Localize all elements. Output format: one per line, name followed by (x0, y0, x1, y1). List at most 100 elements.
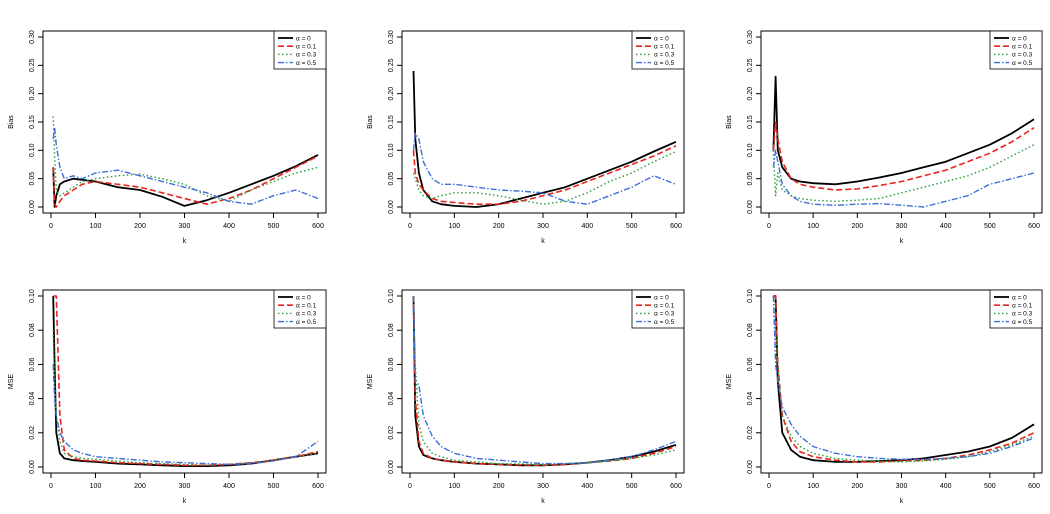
x-tick-label: 600 (1028, 223, 1040, 230)
y-tick-label: 0.25 (388, 58, 395, 72)
legend-entry: α = 0.1 (296, 44, 317, 51)
x-tick-label: 500 (984, 483, 996, 490)
y-tick-label: 0.15 (29, 115, 36, 129)
y-tick-label: 0.15 (747, 115, 754, 129)
x-tick-label: 100 (807, 483, 819, 490)
legend-entry: α = 0.1 (1012, 44, 1033, 51)
y-axis-label: Bias (8, 115, 15, 129)
y-tick-label: 0.20 (29, 87, 36, 101)
x-tick-label: 0 (767, 223, 771, 230)
series-line-3 (52, 330, 319, 466)
x-tick-label: 600 (312, 223, 324, 230)
legend-entry: α = 0.5 (1012, 60, 1033, 67)
series-line-2 (412, 145, 677, 205)
legend: α = 0 α = 0.1α = 0.3α = 0.5 (989, 30, 1043, 70)
x-tick-label: 0 (767, 483, 771, 490)
x-tick-label: 600 (670, 223, 682, 230)
x-tick-label: 200 (493, 483, 505, 490)
series-line-4 (52, 364, 319, 466)
x-tick-label: 300 (179, 483, 191, 490)
y-tick-label: 0.05 (29, 172, 36, 186)
y-tick-label: 0.10 (388, 289, 395, 303)
y-tick-label: 0.20 (747, 87, 754, 101)
y-axis-label: Bias (726, 115, 733, 129)
x-tick-label: 500 (626, 483, 638, 490)
x-axis-label: k (541, 498, 545, 505)
x-tick-label: 100 (807, 223, 819, 230)
x-tick-label: 300 (537, 223, 549, 230)
x-tick-label: 300 (537, 483, 549, 490)
x-axis-label: k (183, 238, 187, 245)
x-tick-label: 300 (896, 483, 908, 490)
y-tick-label: 0.00 (388, 200, 395, 214)
x-tick-label: 400 (581, 483, 593, 490)
series-line-2 (53, 295, 319, 467)
y-tick-label: 0.05 (747, 172, 754, 186)
legend-entry: α = 0.5 (296, 60, 317, 67)
y-tick-label: 0.00 (747, 200, 754, 214)
y-tick-label: 0.05 (388, 172, 395, 186)
panel-2: 0 100 200 300 400 500 600 k 0.00 0.05 0.10 0.15 0.20… (367, 30, 685, 245)
y-tick-label: 0.20 (388, 87, 395, 101)
panel-5: 0 100 200 300 400 500 600 k 0.00 0.02 0.04 0.06 0.08… (367, 289, 685, 505)
series-line-3 (52, 116, 319, 203)
x-tick-label: 200 (851, 483, 863, 490)
x-axis-label: k (900, 238, 904, 245)
y-tick-label: 0.15 (388, 115, 395, 129)
series-line-2 (772, 121, 1035, 191)
legend: α = 0 α = 0.1α = 0.3α = 0.5 (989, 289, 1043, 329)
legend-entry: α = 0.3 (654, 52, 675, 59)
x-tick-label: 400 (581, 223, 593, 230)
legend-entry: α = 0.1 (296, 303, 317, 310)
y-tick-label: 0.10 (747, 143, 754, 157)
x-tick-label: 500 (626, 223, 638, 230)
series-line-1 (412, 70, 677, 208)
series-line-2 (412, 295, 677, 467)
legend-entry: α = 0.3 (296, 52, 317, 59)
y-tick-label: 0.06 (388, 357, 395, 371)
y-tick-label: 0.00 (29, 200, 36, 214)
x-tick-label: 500 (268, 483, 280, 490)
series-line-3 (772, 144, 1035, 203)
series-line-2 (52, 155, 319, 208)
legend-entry: α = 0.3 (654, 311, 675, 318)
y-tick-label: 0.10 (29, 143, 36, 157)
x-tick-label: 0 (408, 223, 412, 230)
x-tick-label: 400 (223, 483, 235, 490)
x-tick-label: 600 (1028, 483, 1040, 490)
y-tick-label: 0.02 (388, 426, 395, 440)
x-tick-label: 200 (134, 223, 146, 230)
panel-6: 0 100 200 300 400 500 600 k 0.00 0.02 0.04 0.06 0.08… (726, 289, 1043, 505)
panel-1: 0 100 200 300 400 500 600 k 0.00 0.05 0.10 0.15 0.20… (8, 30, 327, 245)
legend-entry: α = 0.5 (654, 319, 675, 326)
y-tick-label: 0.00 (29, 460, 36, 474)
panel-3: 0 100 200 300 400 500 600 k 0.00 0.05 0.10 0.15 0.20… (726, 30, 1043, 245)
x-tick-label: 500 (984, 223, 996, 230)
legend-entry: α = 0 (296, 294, 311, 301)
legend: α = 0 α = 0.1α = 0.3α = 0.5 (273, 30, 327, 70)
legend-entry: α = 0.5 (1012, 319, 1033, 326)
y-tick-label: 0.10 (29, 289, 36, 303)
y-tick-label: 0.30 (747, 30, 754, 44)
x-tick-label: 400 (223, 223, 235, 230)
legend-entry: α = 0.1 (1012, 303, 1033, 310)
legend-entry: α = 0 (1012, 35, 1027, 42)
legend-entry: α = 0.5 (296, 319, 317, 326)
x-axis-label: k (900, 498, 904, 505)
y-tick-label: 0.06 (29, 357, 36, 371)
series-line-4 (412, 132, 677, 205)
legend-entry: α = 0 (1012, 294, 1027, 301)
y-tick-label: 0.10 (747, 289, 754, 303)
x-tick-label: 200 (134, 483, 146, 490)
y-tick-label: 0.10 (388, 143, 395, 157)
y-axis-label: Bias (367, 115, 374, 129)
y-tick-label: 0.00 (388, 460, 395, 474)
y-tick-label: 0.08 (29, 323, 36, 337)
legend-entry: α = 0.1 (654, 44, 675, 51)
series-line-1 (772, 75, 1035, 186)
x-tick-label: 500 (268, 223, 280, 230)
legend: α = 0 α = 0.1α = 0.3α = 0.5 (273, 289, 327, 329)
series-line-4 (412, 295, 677, 465)
x-tick-label: 200 (851, 223, 863, 230)
series-line-2 (773, 295, 1035, 463)
